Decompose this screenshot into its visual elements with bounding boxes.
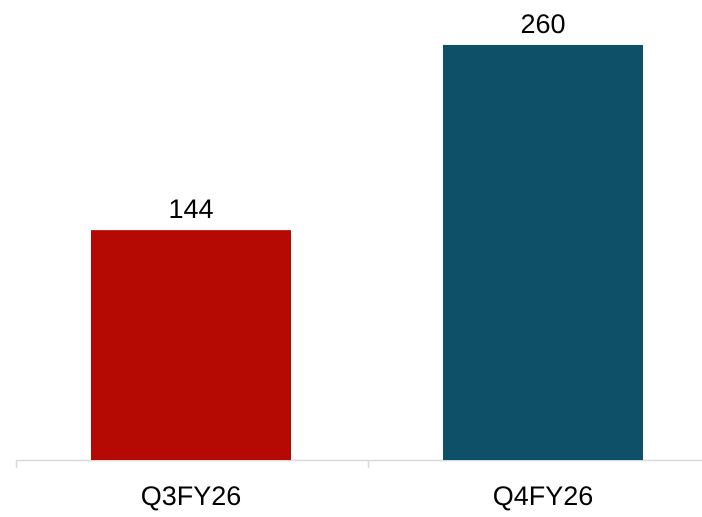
bar-q3fy26	[91, 230, 291, 460]
data-labels-group: 144 260	[168, 9, 565, 224]
category-label-q4fy26: Q4FY26	[493, 481, 594, 511]
data-label-q4fy26: 260	[520, 9, 565, 39]
category-label-q3fy26: Q3FY26	[141, 481, 242, 511]
bar-q4fy26	[443, 44, 643, 461]
category-labels-group: Q3FY26 Q4FY26	[141, 481, 594, 511]
x-axis-ticks	[15, 460, 370, 468]
bars-group	[91, 44, 643, 461]
data-label-q3fy26: 144	[168, 194, 213, 224]
